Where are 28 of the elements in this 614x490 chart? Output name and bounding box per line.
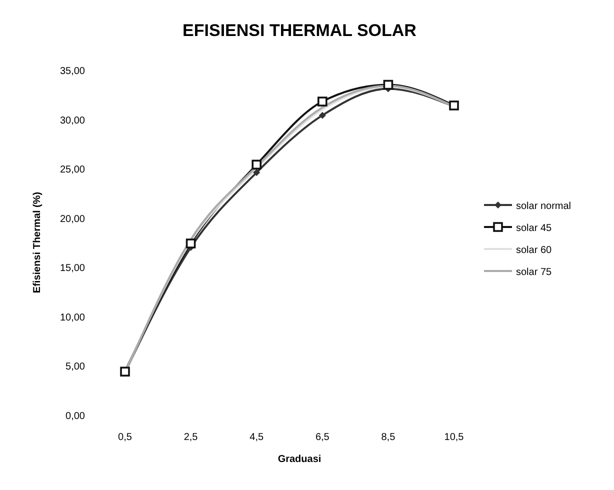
y-tick-label: 10,00: [60, 312, 86, 324]
y-tick-label: 15,00: [60, 263, 86, 274]
y-tick-label: 0,00: [66, 411, 86, 422]
x-tick-label: 8,5: [381, 432, 396, 443]
y-tick-label: 20,00: [60, 214, 86, 225]
x-tick-label: 4,5: [250, 432, 264, 443]
x-tick-label: 10,5: [444, 432, 464, 443]
x-tick-label: 6,5: [315, 432, 330, 443]
x-tick-label: 0,5: [118, 432, 132, 443]
point: [318, 96, 328, 106]
legend-label: solar 60: [516, 245, 552, 256]
x-axis-title: Graduasi: [278, 454, 322, 465]
y-tick-label: 5,00: [66, 362, 86, 373]
chart-title: EFISIENSI THERMAL SOLAR: [182, 21, 416, 40]
y-tick-label: 25,00: [60, 164, 86, 176]
point: [120, 366, 130, 377]
legend-label: solar 45: [516, 223, 552, 234]
point: [252, 160, 262, 170]
point: [383, 80, 394, 90]
point: [318, 112, 326, 119]
x-tick-label: 2,5: [184, 432, 198, 443]
y-tick-label: 30,00: [60, 115, 86, 126]
point: [253, 169, 260, 176]
legend-label: solar 75: [516, 267, 552, 278]
y-axis-title: Efisiensi Thermal (%): [32, 192, 43, 294]
legend-label: solar normal: [516, 201, 572, 212]
point: [186, 238, 196, 248]
y-tick-label: 35,00: [60, 66, 86, 77]
